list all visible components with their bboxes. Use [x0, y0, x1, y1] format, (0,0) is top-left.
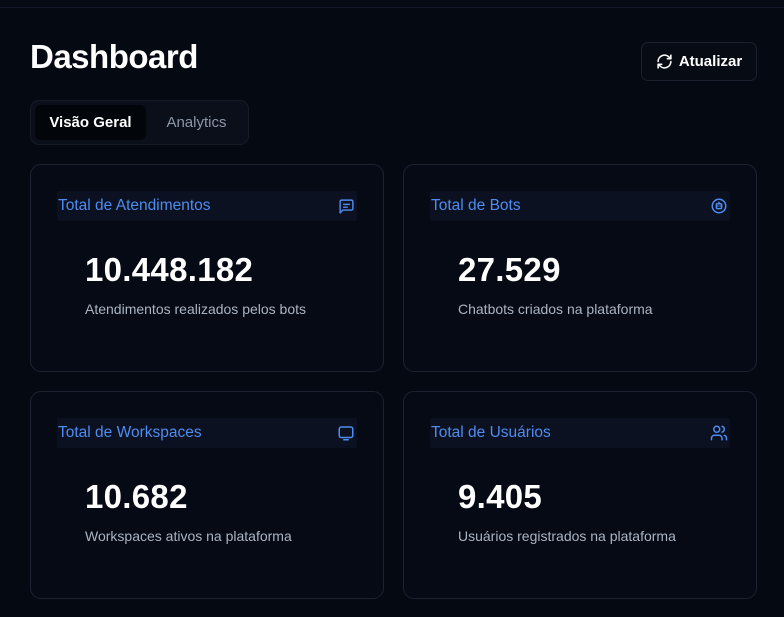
stat-description: Usuários registrados na plataforma: [458, 528, 676, 544]
stat-card-bots: Total de Bots 27.529 Chatbots criados na…: [403, 164, 757, 372]
monitor-icon: [337, 424, 355, 442]
page-title: Dashboard: [30, 38, 198, 75]
stat-card-workspaces: Total de Workspaces 10.682 Workspaces at…: [30, 391, 384, 599]
card-header: Total de Bots: [430, 191, 730, 221]
card-title: Total de Usuários: [431, 424, 551, 441]
card-title: Total de Atendimentos: [58, 197, 211, 214]
card-title: Total de Workspaces: [58, 424, 202, 441]
stat-value: 9.405: [458, 478, 543, 515]
stat-description: Chatbots criados na plataforma: [458, 301, 653, 317]
users-icon: [710, 424, 728, 442]
tab-list: Visão Geral Analytics: [30, 100, 249, 145]
refresh-button-label: Atualizar: [678, 53, 743, 70]
card-header: Total de Workspaces: [57, 418, 357, 448]
tab-analytics[interactable]: Analytics: [149, 105, 244, 140]
bot-icon: [710, 197, 728, 215]
tab-visao-geral[interactable]: Visão Geral: [35, 105, 146, 140]
refresh-button[interactable]: Atualizar: [641, 42, 757, 81]
stat-description: Atendimentos realizados pelos bots: [85, 301, 307, 317]
card-title: Total de Bots: [431, 197, 521, 214]
message-square-icon: [338, 198, 355, 215]
stat-description: Workspaces ativos na plataforma: [85, 528, 292, 544]
stat-card-atendimentos: Total de Atendimentos 10.448.182 Atendim…: [30, 164, 384, 372]
card-header: Total de Atendimentos: [57, 191, 357, 221]
stat-value: 10.682: [85, 478, 188, 515]
stat-value: 10.448.182: [85, 251, 254, 288]
stat-value: 27.529: [458, 251, 561, 288]
refresh-icon: [656, 53, 673, 70]
top-divider: [0, 0, 784, 8]
stat-card-usuarios: Total de Usuários 9.405 Usuários registr…: [403, 391, 757, 599]
card-header: Total de Usuários: [430, 418, 730, 448]
